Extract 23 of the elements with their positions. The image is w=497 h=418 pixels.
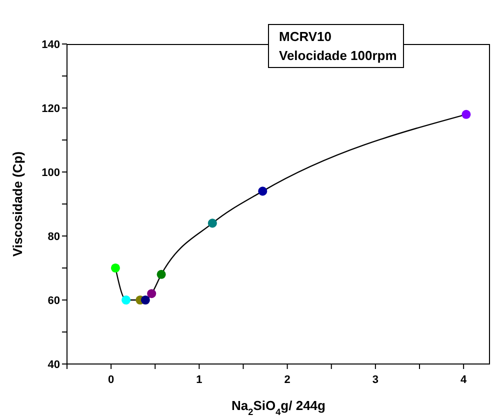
y-axis-title: Viscosidade (Cp) (10, 151, 25, 257)
text: MCRV10 (279, 28, 333, 46)
y-tick-label: 80 (48, 230, 60, 243)
annotation: Velocidade 100rpm (279, 47, 397, 65)
x-axis-title: Na$_{2}$SiO$_{4}$g/ 244g (232, 398, 326, 417)
point (122, 295, 131, 305)
point (110, 263, 120, 273)
point (462, 110, 471, 119)
point (208, 218, 217, 228)
x-tick-label: 1 (196, 374, 202, 386)
y-tick-label: 100 (42, 166, 60, 179)
x-tick-label: 4 (460, 374, 468, 386)
point (140, 295, 150, 305)
x-tick-label: 3 (372, 374, 378, 386)
y-tick-label: 140 (42, 38, 60, 51)
point (156, 270, 166, 279)
y-tick-label: 40 (48, 358, 60, 371)
y-tick-label: 120 (42, 102, 60, 115)
x-tick-label: 2 (284, 374, 290, 386)
point (258, 186, 268, 196)
y-tick-label: 60 (48, 294, 60, 307)
point (147, 289, 156, 298)
x-tick-label: 0 (108, 374, 114, 386)
